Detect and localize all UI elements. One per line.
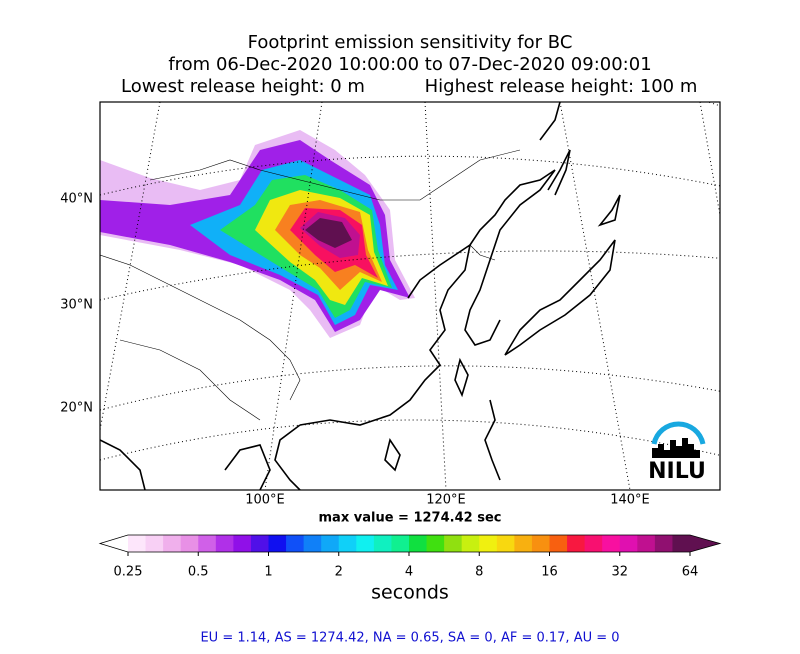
colorbar-segment: [180, 535, 199, 552]
colorbar-tick-label: 0.25: [114, 565, 143, 580]
colorbar-tick-label: 32: [611, 565, 628, 580]
lowest-height: Lowest release height: 0 m: [121, 76, 365, 97]
colorbar-segment: [250, 535, 269, 552]
colorbar-extend-low: [100, 535, 128, 552]
colorbar-label: seconds: [371, 582, 449, 604]
lon-label: 100°E: [245, 493, 285, 508]
colorbar-segment: [373, 535, 392, 552]
colorbar-segment: [286, 535, 305, 552]
colorbar-segment: [321, 535, 340, 552]
colorbar-segment: [584, 535, 603, 552]
colorbar-tick-label: 16: [541, 565, 558, 580]
colorbar-segment: [567, 535, 586, 552]
colorbar-segment: [409, 535, 428, 552]
colorbar-segment: [215, 535, 234, 552]
logo: NILU: [648, 421, 706, 484]
lat-label: 20°N: [60, 401, 93, 416]
lat-label: 30°N: [60, 298, 93, 313]
colorbar-segment: [303, 535, 322, 552]
title: Footprint emission sensitivity for BC: [248, 32, 573, 53]
colorbar-segment: [145, 535, 164, 552]
colorbar-segment: [672, 535, 691, 552]
plume: [100, 130, 415, 338]
colorbar-segment: [619, 535, 638, 552]
colorbar-segment: [198, 535, 217, 552]
lon-label: 120°E: [426, 493, 466, 508]
lat-label: 40°N: [60, 192, 93, 207]
colorbar-segment: [479, 535, 498, 552]
colorbar-tick-label: 2: [335, 565, 343, 580]
logo-text: NILU: [648, 459, 706, 484]
colorbar-segment: [602, 535, 621, 552]
colorbar-segment: [426, 535, 445, 552]
map: [100, 102, 720, 490]
colorbar-segment: [654, 535, 673, 552]
colorbar-tick-label: 64: [682, 565, 699, 580]
colorbar-tick-label: 8: [475, 565, 483, 580]
colorbar-segment: [549, 535, 568, 552]
highest-height: Highest release height: 100 m: [425, 76, 698, 97]
footer: EU = 1.14, AS = 1274.42, NA = 0.65, SA =…: [200, 631, 619, 646]
max-value: max value = 1274.42 sec: [319, 511, 502, 526]
colorbar-segment: [128, 535, 147, 552]
colorbar-segment: [163, 535, 182, 552]
colorbar-segment: [356, 535, 375, 552]
colorbar-extend-high: [690, 535, 720, 552]
colorbar-segment: [461, 535, 480, 552]
colorbar-segment: [531, 535, 550, 552]
map-frame: [99, 101, 721, 491]
lon-label: 140°E: [610, 493, 650, 508]
colorbar-tick-label: 1: [264, 565, 272, 580]
colorbar-tick-label: 0.5: [188, 565, 209, 580]
colorbar-segment: [444, 535, 463, 552]
period: from 06-Dec-2020 10:00:00 to 07-Dec-2020…: [168, 54, 651, 75]
colorbar-segment: [268, 535, 287, 552]
colorbar-segment: [496, 535, 515, 552]
colorbar-segment: [514, 535, 533, 552]
colorbar-segment: [391, 535, 410, 552]
colorbar: 0.25 0.5 1 2 4 8 16 32 64: [98, 534, 722, 580]
colorbar-segment: [233, 535, 252, 552]
colorbar-segment: [637, 535, 656, 552]
colorbar-tick-label: 4: [405, 565, 413, 580]
colorbar-segment: [338, 535, 357, 552]
